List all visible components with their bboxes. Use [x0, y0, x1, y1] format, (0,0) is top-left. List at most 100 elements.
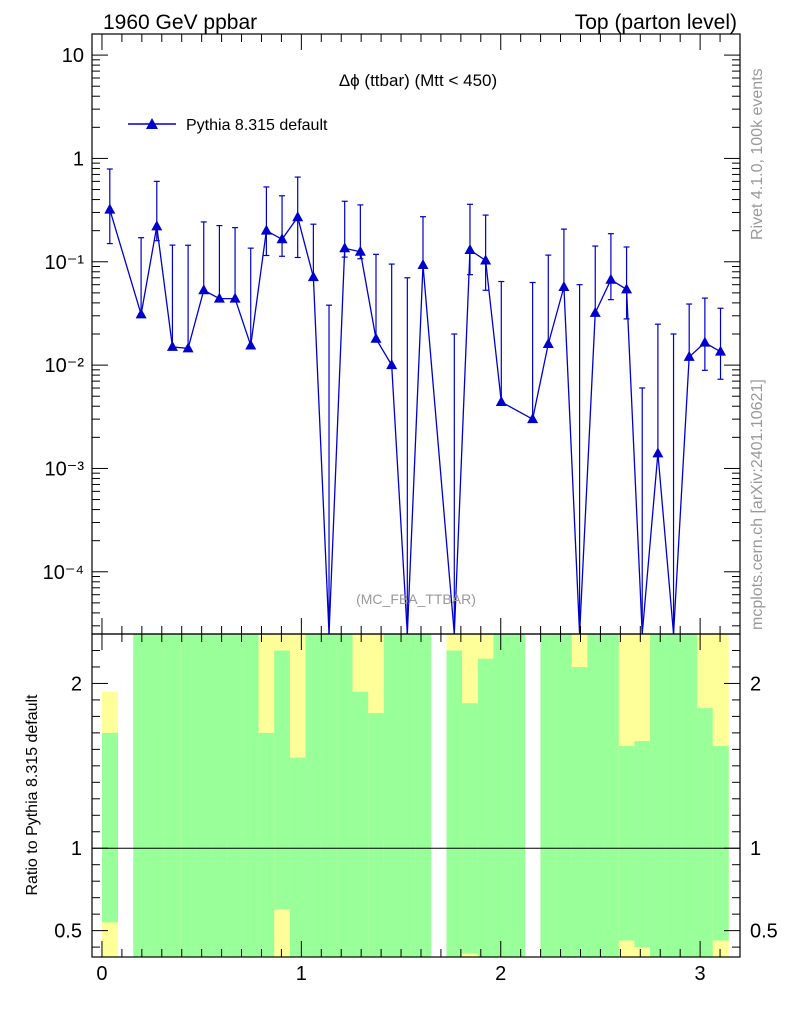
data-point: [307, 271, 319, 282]
ratio-band-inner: [164, 634, 181, 957]
ratio-band-inner: [571, 666, 588, 957]
ratio-band-inner: [603, 634, 620, 957]
data-point: [166, 340, 178, 351]
data-point: [558, 280, 570, 291]
ratio-band-inner: [305, 634, 322, 957]
ratio-band-inner: [634, 741, 651, 948]
data-point: [589, 306, 601, 317]
ratio-band-inner: [462, 703, 479, 954]
ratio-y-tick-label-right: 1: [750, 838, 761, 860]
x-tick-label: 0: [96, 963, 107, 985]
data-point: [417, 259, 429, 270]
ratio-band-inner: [258, 732, 275, 957]
ratio-band-inner: [242, 634, 259, 957]
legend-entry: Pythia 8.315 default: [186, 117, 328, 134]
data-point: [652, 447, 664, 458]
ratio-band-inner: [509, 634, 526, 957]
ratio-y-tick-label: 2: [71, 673, 82, 695]
data-point: [542, 338, 554, 349]
data-point: [480, 254, 492, 265]
ratio-bands: [92, 634, 740, 957]
data-point: [354, 245, 366, 256]
ratio-band-inner: [399, 634, 416, 957]
ratio-band-inner: [712, 746, 729, 941]
x-tick-label: 2: [495, 963, 506, 985]
analysis-watermark: (MC_FBA_TTBAR): [356, 591, 476, 607]
ratio-band-inner: [650, 634, 667, 957]
data-point: [715, 345, 727, 356]
ratio-band-inner: [368, 713, 385, 957]
data-point: [464, 243, 476, 254]
y-tick-label: 10⁻¹: [45, 252, 85, 274]
ratio-band-inner: [101, 732, 119, 923]
header-left: 1960 GeV ppbar: [103, 11, 257, 34]
data-point: [260, 224, 272, 235]
plot-title: Δϕ (ttbar) (Mtt < 450): [339, 71, 497, 90]
data-point: [605, 273, 617, 284]
axes: 10 1 10⁻¹ 10⁻² 10⁻³ 10⁻⁴ 0.5 0.5 1 1 2 2 0 1 2 3: [43, 33, 778, 985]
y-tick-label: 10⁻²: [45, 355, 85, 377]
ratio-band-inner: [540, 634, 557, 957]
data-point: [276, 233, 288, 244]
ratio-band-inner: [352, 691, 369, 957]
data-point: [699, 336, 711, 347]
ratio-y-tick-label: 0.5: [54, 921, 82, 943]
rivet-version-label: Rivet 4.1.0, 100k events: [749, 68, 766, 240]
ratio-y-tick-label-right: 2: [750, 673, 761, 695]
x-tick-label: 3: [695, 963, 706, 985]
data-point: [621, 283, 633, 294]
y-tick-label: 10⁻³: [45, 458, 85, 480]
data-point: [135, 308, 147, 319]
ratio-band-inner: [133, 634, 150, 957]
ratio-y-tick-label: 1: [71, 838, 82, 860]
ratio-ylabel: Ratio to Pythia 8.315 default: [24, 694, 41, 896]
mcplots-label: mcplots.cern.ch [arXiv:2401.10621]: [749, 379, 766, 630]
ratio-band-inner: [665, 634, 682, 957]
data-point: [386, 359, 398, 370]
data-point: [527, 413, 539, 424]
ratio-plot-frame: [91, 633, 741, 958]
y-tick-label: 10: [62, 45, 84, 67]
data-point: [151, 220, 163, 231]
ratio-band-inner: [556, 634, 573, 957]
ratio-band-inner: [697, 708, 714, 957]
data-point: [495, 395, 507, 406]
data-point: [104, 203, 116, 214]
ratio-band-inner: [211, 634, 228, 957]
ratio-band-inner: [493, 634, 510, 957]
ratio-band-inner: [681, 634, 698, 957]
y-tick-label: 10⁻⁴: [43, 562, 84, 584]
data-point: [683, 350, 695, 361]
ratio-band-inner: [321, 634, 338, 957]
legend-marker: [146, 118, 158, 129]
data-point: [229, 292, 241, 303]
data-point: [213, 292, 225, 303]
series-line: [109, 209, 721, 635]
ratio-band-inner: [415, 634, 432, 957]
x-tick-label: 1: [296, 963, 307, 985]
data-point: [370, 332, 382, 343]
ratio-band-inner: [274, 650, 291, 910]
ratio-band-inner: [289, 757, 306, 957]
ratio-band-inner: [383, 634, 400, 957]
ratio-band-inner: [195, 634, 212, 957]
ratio-band-inner: [587, 634, 604, 957]
data-point: [198, 284, 210, 295]
ratio-band-inner: [227, 634, 244, 957]
ratio-band-inner: [446, 650, 463, 957]
ratio-band-inner: [618, 746, 635, 941]
data-point: [245, 339, 257, 350]
data-point: [292, 211, 304, 222]
ratio-band-inner: [180, 634, 197, 957]
ratio-y-tick-label-right: 0.5: [750, 921, 778, 943]
ratio-band-inner: [477, 658, 494, 957]
ratio-band-inner: [336, 634, 353, 957]
ratio-band-inner: [148, 634, 166, 957]
main-plot-content: [104, 168, 727, 635]
data-point: [182, 342, 194, 353]
y-tick-label: 1: [73, 148, 84, 170]
data-point: [339, 242, 351, 253]
header-right: Top (parton level): [575, 11, 737, 34]
legend: Pythia 8.315 default: [128, 117, 328, 134]
